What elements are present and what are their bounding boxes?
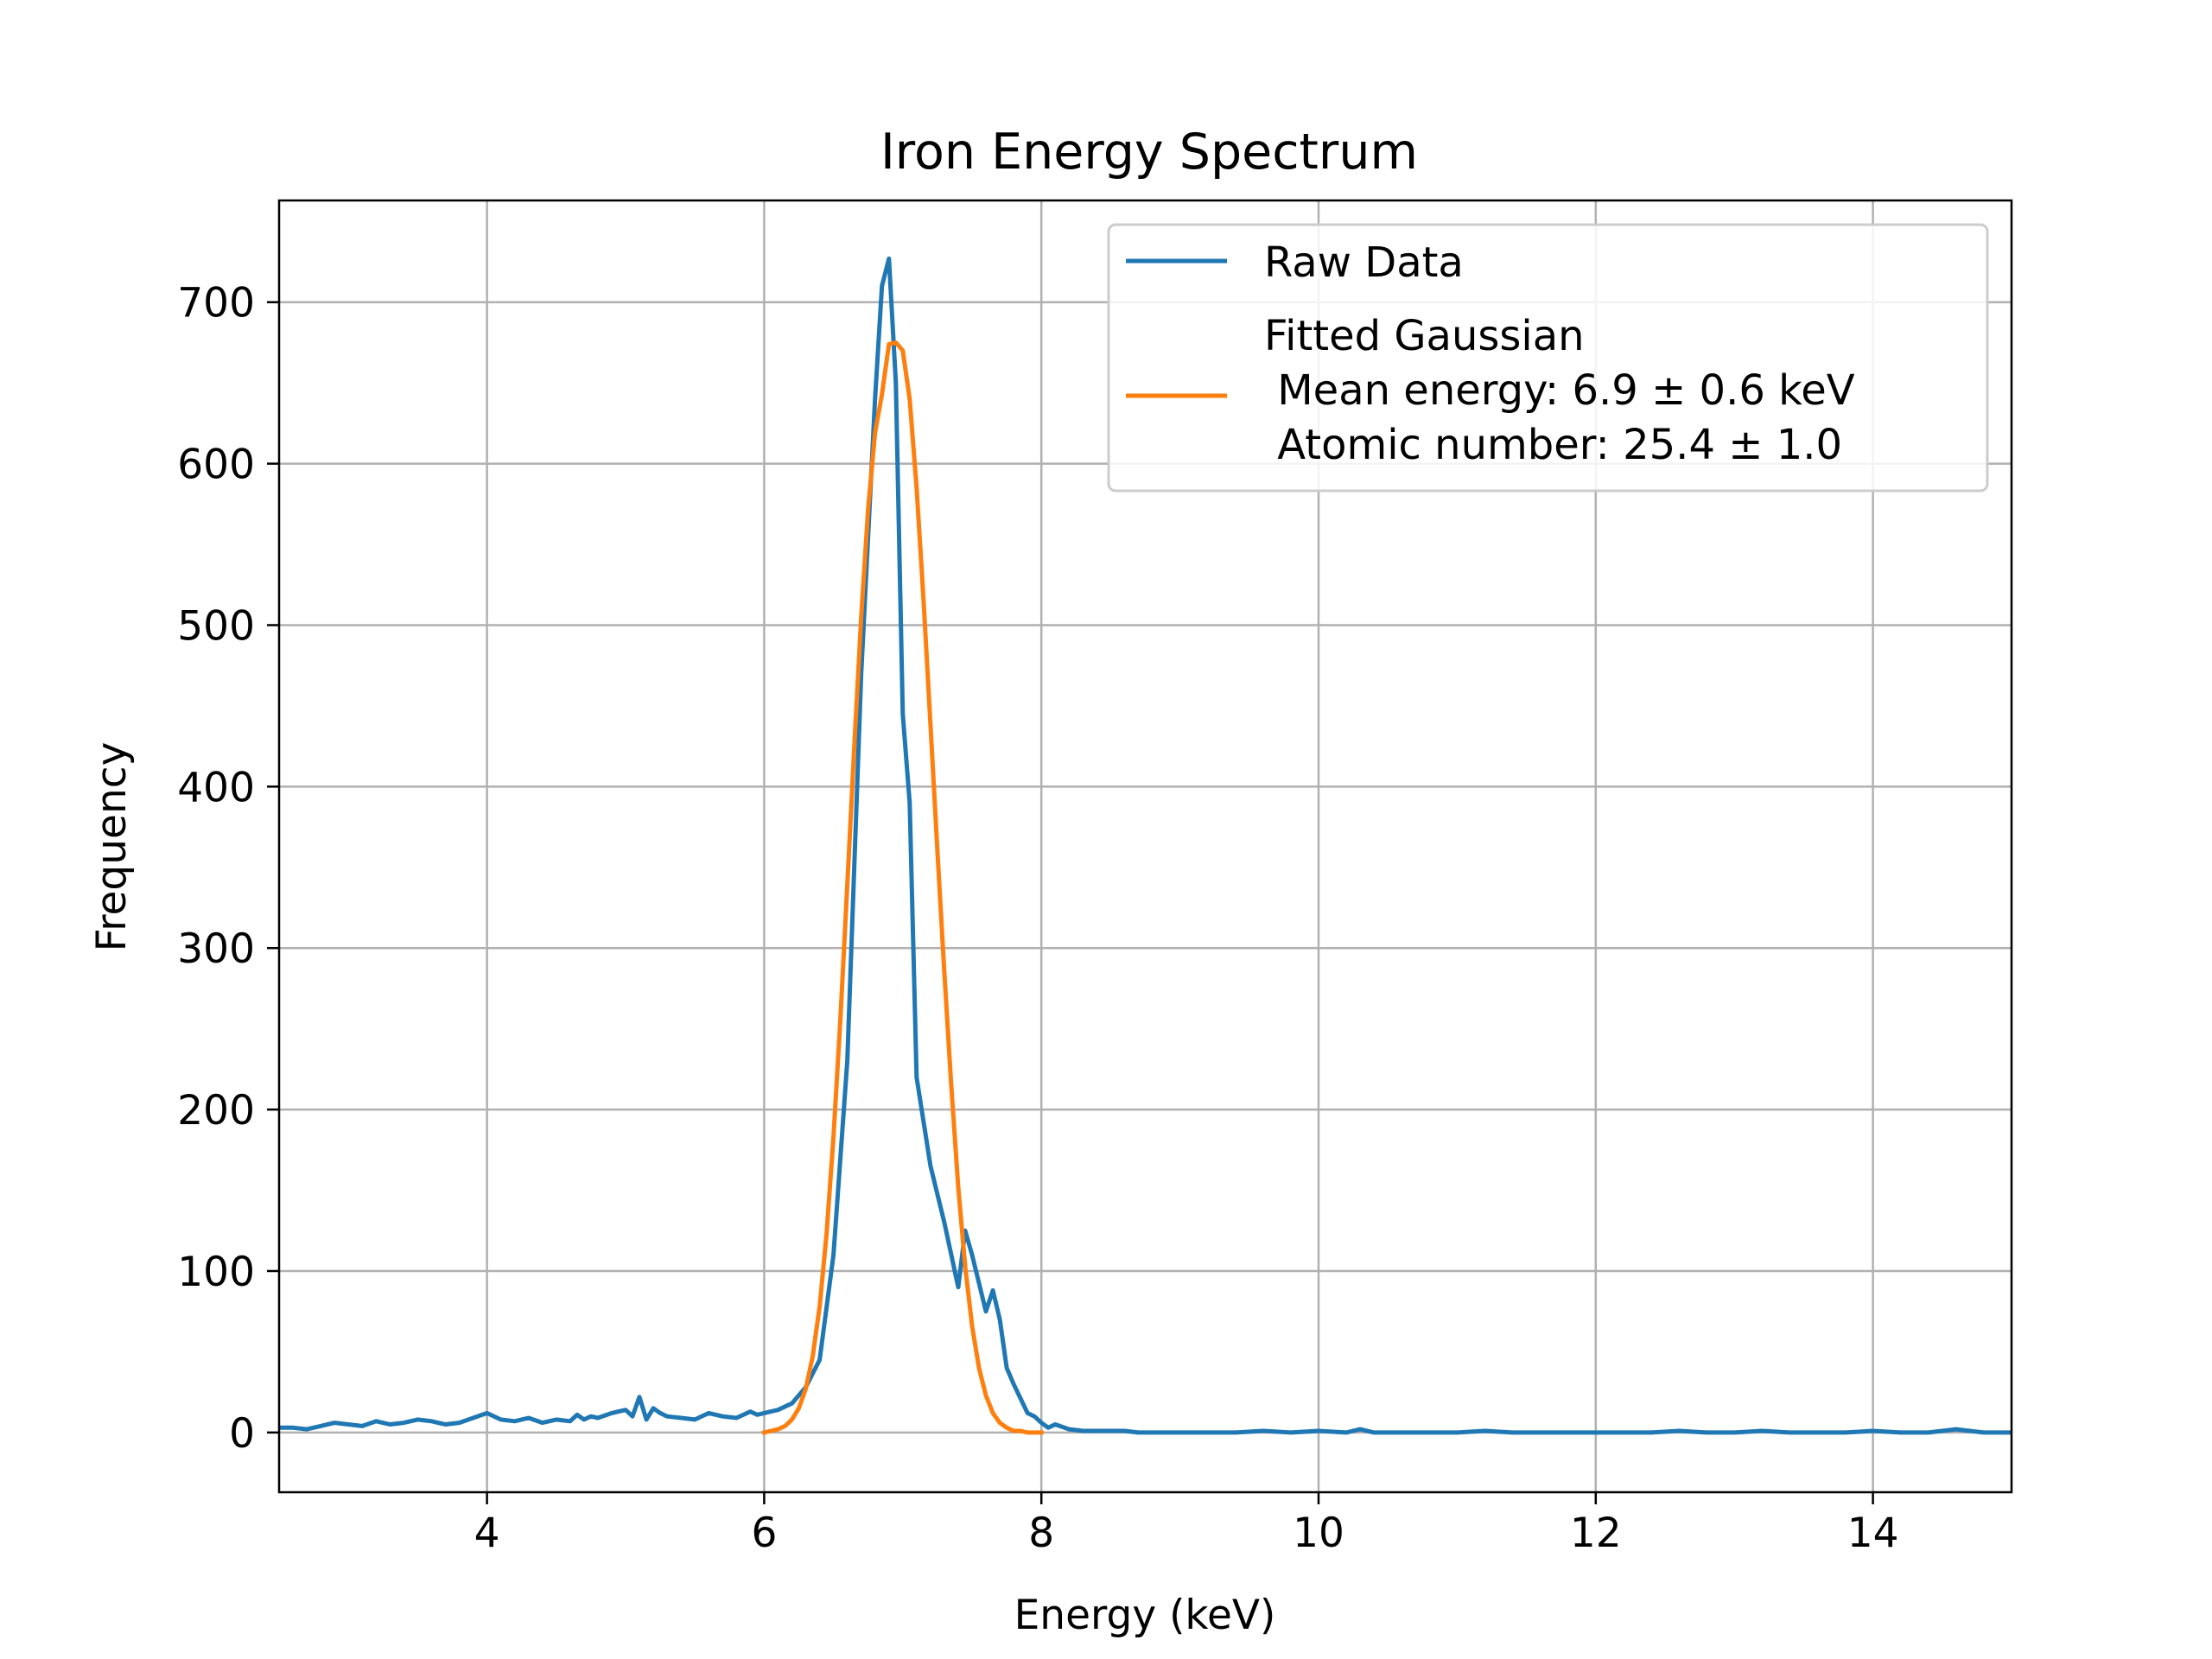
y-tick-label: 700: [177, 280, 255, 327]
legend-fit-label-line3: Atomic number: 25.4 ± 1.0: [1264, 421, 1842, 469]
y-tick-label: 300: [177, 925, 255, 973]
y-tick-label: 400: [177, 764, 255, 811]
legend-fit-label-line1: Fitted Gaussian: [1264, 312, 1585, 360]
legend-raw-label: Raw Data: [1264, 238, 1464, 287]
raw-data-line: [279, 256, 2012, 1435]
y-axis-label: Frequency: [88, 742, 136, 952]
x-tick-label: 12: [1570, 1510, 1622, 1557]
legend-box: [1107, 223, 1989, 493]
y-tick-label: 0: [229, 1410, 255, 1458]
plot-series: [279, 256, 2012, 1435]
y-tick-label: 500: [177, 602, 255, 650]
legend: Raw Data Fitted Gaussian Mean energy: 6.…: [1107, 223, 1989, 493]
x-axis-label: Energy (keV): [1014, 1592, 1276, 1639]
legend-fit-label-line2: Mean energy: 6.9 ± 0.6 keV: [1264, 366, 1855, 415]
y-tick-label: 600: [177, 442, 255, 489]
y-tick-label: 100: [177, 1249, 255, 1296]
plot-frame: [277, 199, 2013, 1494]
fitted-gaussian-line: [761, 340, 1044, 1435]
axis-ticks: 4 6 8 10 12 14 0 100 200 300 400 500 600 700: [177, 280, 1898, 1557]
y-tick-label: 200: [177, 1087, 255, 1135]
x-tick-label: 14: [1847, 1510, 1899, 1557]
x-tick-label: 8: [1028, 1510, 1054, 1557]
x-tick-label: 4: [474, 1510, 500, 1557]
x-tick-label: 10: [1293, 1510, 1344, 1557]
x-tick-label: 6: [751, 1510, 777, 1557]
chart-title: Iron Energy Spectrum: [880, 124, 1418, 181]
